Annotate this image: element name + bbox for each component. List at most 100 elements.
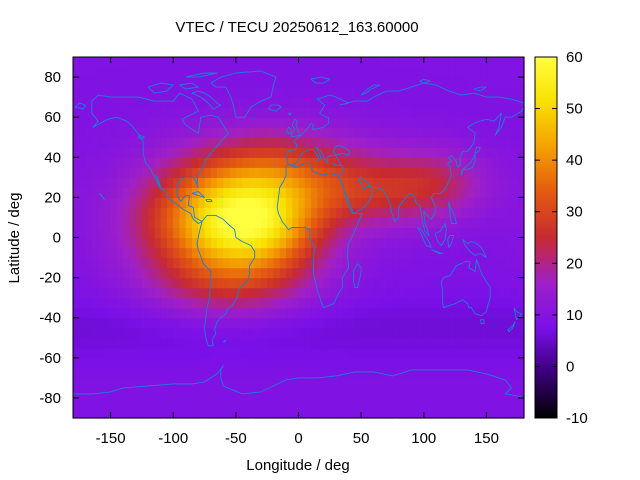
heatmap-cell	[273, 337, 281, 349]
heatmap-cell	[217, 67, 224, 78]
heatmap-cell	[198, 187, 206, 198]
heatmap-cell	[242, 327, 249, 339]
heatmap-cell	[85, 77, 93, 88]
heatmap-cell	[361, 147, 368, 158]
heatmap-cell	[404, 317, 412, 329]
heatmap-cell	[379, 237, 387, 249]
heatmap-cell	[442, 97, 450, 108]
heatmap-cell	[242, 247, 249, 259]
heatmap-cell	[141, 257, 149, 269]
heatmap-cell	[179, 157, 187, 168]
heatmap-cell	[386, 407, 394, 419]
heatmap-cell	[166, 267, 174, 279]
heatmap-cell	[404, 377, 412, 389]
heatmap-cell	[342, 387, 350, 399]
heatmap-cell	[423, 287, 431, 299]
heatmap-cell	[110, 227, 118, 239]
heatmap-cell	[135, 277, 143, 289]
heatmap-cell	[461, 77, 469, 88]
heatmap-cell	[392, 97, 400, 108]
heatmap-cell	[210, 177, 218, 188]
x-tick-label: 150	[474, 430, 499, 447]
heatmap-cell	[423, 357, 431, 369]
coastline-segment	[191, 90, 222, 110]
heatmap-cell	[436, 97, 444, 108]
heatmap-cell	[373, 97, 381, 108]
coastline-segment	[75, 102, 86, 110]
heatmap-cell	[204, 317, 212, 329]
heatmap-cell	[210, 157, 218, 168]
heatmap-cell	[223, 227, 231, 239]
heatmap-cell	[279, 107, 287, 118]
heatmap-cell	[91, 287, 99, 299]
heatmap-cell	[354, 57, 362, 68]
heatmap-cell	[73, 57, 80, 68]
heatmap-cell	[467, 277, 475, 289]
heatmap-cell	[285, 277, 293, 289]
heatmap-cell	[336, 137, 343, 148]
heatmap-cell	[267, 237, 275, 249]
heatmap-cell	[417, 357, 425, 369]
heatmap-cell	[217, 97, 224, 108]
heatmap-cell	[417, 327, 425, 339]
heatmap-cell	[511, 137, 519, 148]
heatmap-cell	[461, 217, 469, 229]
heatmap-cell	[129, 377, 137, 389]
heatmap-cell	[235, 77, 243, 88]
heatmap-cell	[379, 337, 387, 349]
heatmap-cell	[192, 357, 199, 369]
heatmap-cell	[79, 397, 87, 409]
heatmap-cell	[467, 107, 475, 118]
heatmap-cell	[480, 187, 488, 198]
heatmap-cell	[110, 77, 118, 88]
heatmap-cell	[235, 187, 243, 198]
heatmap-cell	[223, 247, 231, 259]
heatmap-cell	[354, 117, 362, 128]
heatmap-cell	[141, 297, 149, 309]
heatmap-cell	[104, 247, 112, 259]
heatmap-cell	[348, 57, 356, 68]
heatmap-cell	[480, 407, 488, 419]
heatmap-cell	[179, 357, 187, 369]
heatmap-cell	[129, 107, 137, 118]
heatmap-cell	[517, 177, 525, 188]
heatmap-cell	[110, 267, 118, 279]
heatmap-cell	[336, 267, 343, 279]
heatmap-cell	[430, 237, 437, 249]
heatmap-cell	[210, 407, 218, 419]
heatmap-cell	[323, 127, 331, 138]
heatmap-cell	[223, 177, 231, 188]
plot-area	[72, 56, 525, 419]
heatmap-cell	[298, 347, 306, 359]
heatmap-cell	[185, 277, 193, 289]
heatmap-cell	[267, 277, 275, 289]
heatmap-cell	[85, 227, 93, 239]
heatmap-cell	[511, 407, 519, 419]
heatmap-cell	[235, 57, 243, 68]
heatmap-cell	[166, 357, 174, 369]
heatmap-cell	[141, 167, 149, 178]
heatmap-cell	[423, 367, 431, 379]
heatmap-cell	[398, 97, 406, 108]
heatmap-cell	[311, 387, 318, 399]
heatmap-cell	[404, 157, 412, 168]
heatmap-cell	[235, 107, 243, 118]
heatmap-cell	[342, 367, 350, 379]
heatmap-cell	[73, 227, 80, 239]
heatmap-cell	[461, 187, 469, 198]
heatmap-cell	[104, 127, 112, 138]
heatmap-cell	[329, 77, 337, 88]
heatmap-cell	[185, 127, 193, 138]
heatmap-cell	[480, 357, 488, 369]
heatmap-cell	[254, 197, 262, 209]
heatmap-cell	[91, 147, 99, 158]
heatmap-cell	[298, 147, 306, 158]
heatmap-cell	[373, 337, 381, 349]
heatmap-cell	[517, 217, 525, 229]
heatmap-cell	[148, 337, 156, 349]
heatmap-cell	[486, 117, 494, 128]
heatmap-cell	[173, 277, 181, 289]
heatmap-cell	[141, 177, 149, 188]
heatmap-cell	[179, 177, 187, 188]
heatmap-cell	[198, 327, 206, 339]
